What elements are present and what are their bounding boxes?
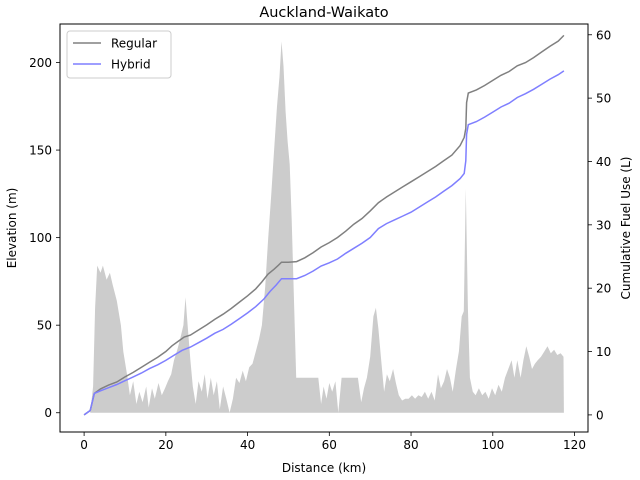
y-right-tick-label: 0 [596, 408, 604, 422]
series-line-regular [83, 34, 565, 416]
x-tick-label: 100 [481, 438, 504, 452]
chart-title: Auckland-Waikato [259, 5, 388, 21]
x-tick-label: 60 [322, 438, 337, 452]
y-axis-label-left: Elevation (m) [5, 188, 19, 269]
y-right-tick-label: 30 [596, 218, 611, 232]
x-tick-label: 20 [158, 438, 173, 452]
x-tick-label: 80 [403, 438, 418, 452]
x-tick-label: 0 [80, 438, 88, 452]
elevation-area [84, 41, 564, 413]
y-axis-left: 0 50 100 150 200 [29, 56, 60, 420]
series-line-hybrid [83, 70, 565, 416]
y-right-tick-label: 50 [596, 92, 611, 106]
plot-frame [59, 23, 589, 433]
y-axis-label-right: Cumulative Fuel Use (L) [619, 157, 633, 300]
legend-label-hybrid: Hybrid [111, 58, 151, 72]
y-right-tick-label: 20 [596, 282, 611, 296]
legend-label-regular: Regular [111, 37, 157, 51]
x-tick-label: 120 [563, 438, 586, 452]
y-left-tick-label: 50 [37, 319, 52, 333]
y-left-tick-label: 100 [29, 231, 52, 245]
y-right-tick-label: 10 [596, 345, 611, 359]
y-left-tick-label: 150 [29, 144, 52, 158]
y-left-tick-label: 200 [29, 56, 52, 70]
y-right-tick-label: 60 [596, 28, 611, 42]
x-tick-label: 40 [240, 438, 255, 452]
y-left-tick-label: 0 [44, 406, 52, 420]
legend: Regular Hybrid [66, 30, 172, 79]
y-right-tick-label: 40 [596, 155, 611, 169]
y-axis-right: 0 10 20 30 40 50 60 [588, 28, 611, 422]
x-axis: 0 20 40 60 80 100 120 [80, 432, 586, 452]
plot-area [83, 34, 565, 416]
x-axis-label: Distance (km) [282, 461, 366, 475]
